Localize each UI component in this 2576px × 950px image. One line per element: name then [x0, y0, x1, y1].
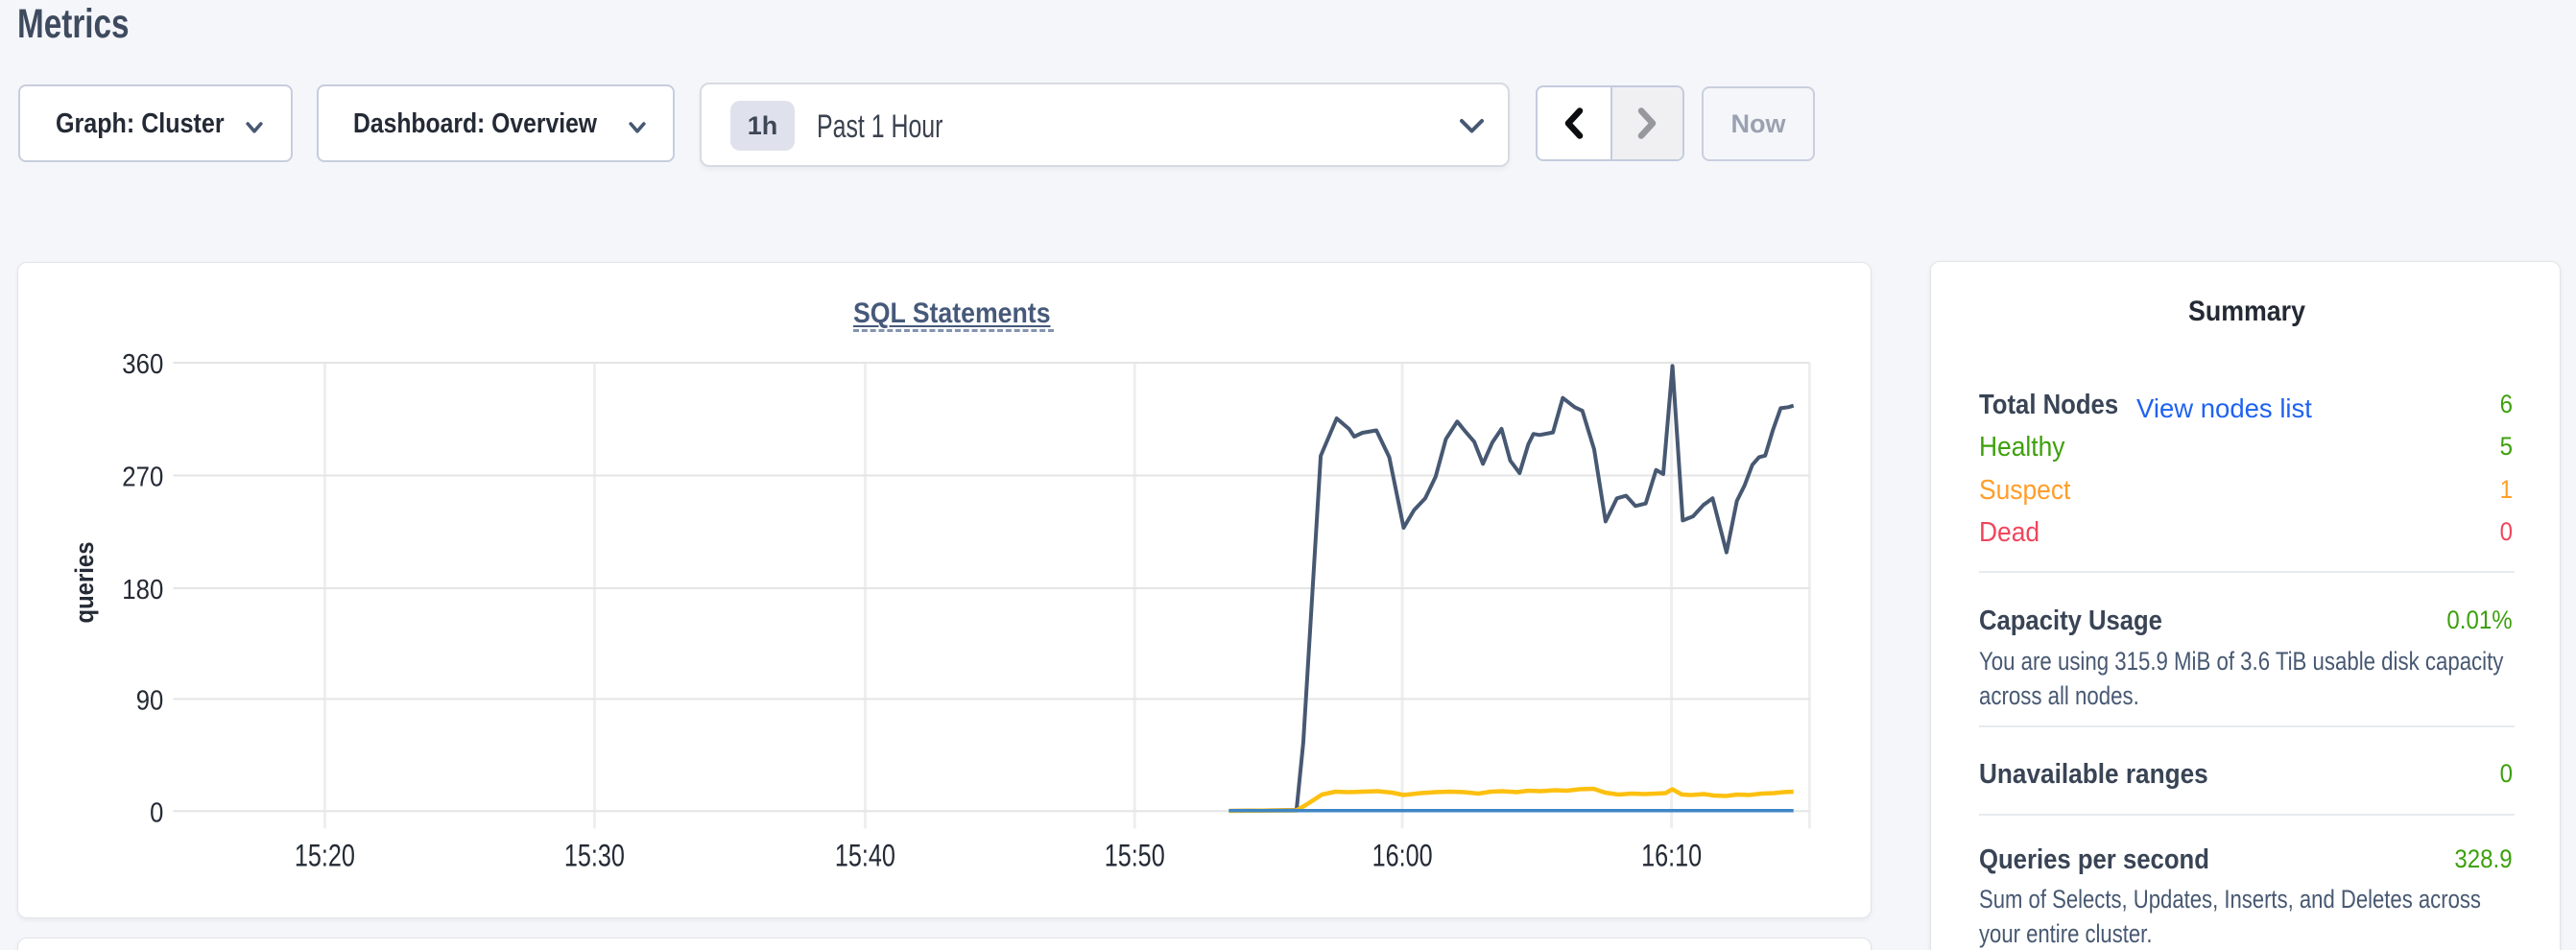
svg-text:15:20: 15:20	[295, 839, 355, 873]
svg-text:15:40: 15:40	[835, 839, 895, 873]
svg-text:16:10: 16:10	[1641, 839, 1702, 873]
svg-text:queries: queries	[70, 542, 99, 624]
svg-text:15:30: 15:30	[564, 839, 625, 873]
svg-text:270: 270	[122, 463, 163, 493]
svg-text:360: 360	[122, 349, 163, 380]
svg-text:180: 180	[122, 575, 163, 606]
svg-text:0: 0	[150, 797, 163, 828]
svg-text:16:00: 16:00	[1372, 839, 1433, 873]
svg-text:15:50: 15:50	[1105, 839, 1165, 873]
svg-text:90: 90	[136, 685, 164, 716]
